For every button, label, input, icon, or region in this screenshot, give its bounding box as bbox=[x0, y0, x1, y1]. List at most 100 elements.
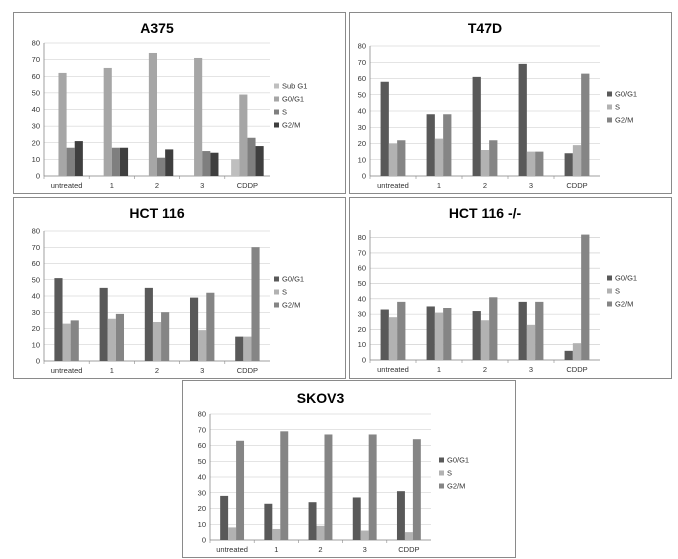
legend-swatch bbox=[274, 289, 279, 295]
bar bbox=[239, 94, 248, 176]
legend-swatch bbox=[439, 457, 444, 463]
bar bbox=[388, 317, 398, 360]
bar bbox=[198, 330, 207, 361]
bar bbox=[62, 323, 71, 361]
y-tick-label: 30 bbox=[358, 123, 366, 132]
y-tick-label: 70 bbox=[32, 243, 40, 252]
bar bbox=[564, 350, 573, 360]
legend-label: G2/M bbox=[282, 121, 300, 130]
legend-swatch bbox=[607, 91, 612, 97]
bar bbox=[272, 528, 281, 540]
bar bbox=[247, 137, 256, 176]
bar bbox=[165, 149, 174, 176]
bar bbox=[564, 153, 573, 176]
y-tick-label: 80 bbox=[32, 227, 40, 236]
x-tick-label: 1 bbox=[110, 181, 114, 190]
legend-swatch bbox=[607, 288, 612, 294]
chart-panel-hct116-knockout: HCT 116 -/- 0 10 20 30 40 50 60 70 80 untreated 1 2 3… bbox=[349, 197, 672, 379]
legend-swatch bbox=[274, 83, 279, 89]
x-tick-label: 3 bbox=[529, 181, 533, 190]
bar bbox=[236, 440, 245, 540]
bar bbox=[228, 527, 237, 540]
y-tick-label: 70 bbox=[32, 55, 40, 64]
bar bbox=[148, 52, 157, 176]
chart-title: A375 bbox=[140, 20, 174, 36]
legend-swatch bbox=[274, 109, 279, 115]
y-tick-label: 80 bbox=[32, 39, 40, 48]
y-tick-label: 80 bbox=[198, 410, 206, 419]
bar bbox=[243, 336, 252, 361]
y-tick-label: 10 bbox=[198, 520, 206, 529]
x-tick-label: 3 bbox=[529, 365, 533, 374]
x-tick-label: 1 bbox=[437, 365, 441, 374]
y-tick-label: 20 bbox=[358, 139, 366, 148]
y-tick-label: 60 bbox=[32, 72, 40, 81]
bar bbox=[380, 309, 389, 360]
y-tick-label: 80 bbox=[358, 233, 366, 242]
x-tick-label: 2 bbox=[318, 545, 322, 554]
legend-label: S bbox=[615, 103, 620, 112]
bar bbox=[535, 151, 544, 176]
legend-label: S bbox=[282, 108, 287, 117]
chart-panel-t47d: T47D 0 10 20 30 40 50 60 70 80 untreated 1 2 3 CDDP G0/… bbox=[349, 12, 672, 194]
bar bbox=[194, 57, 203, 176]
legend-label: G0/G1 bbox=[615, 274, 637, 283]
chart-panel-skov3: SKOV3 0 10 20 30 40 50 60 70 80 untreated 1 2 3 CDDP G0… bbox=[182, 380, 516, 558]
bar bbox=[206, 292, 215, 361]
y-tick-label: 10 bbox=[358, 340, 366, 349]
bar bbox=[388, 143, 398, 176]
bar bbox=[581, 234, 590, 360]
x-tick-label: 3 bbox=[200, 181, 204, 190]
bar bbox=[526, 151, 536, 176]
x-tick-label: 2 bbox=[155, 366, 159, 375]
bar bbox=[489, 297, 498, 360]
x-tick-label: 1 bbox=[110, 366, 114, 375]
y-tick-label: 30 bbox=[358, 310, 366, 319]
x-tick-label: CDDP bbox=[566, 181, 587, 190]
y-tick-label: 10 bbox=[32, 340, 40, 349]
bar bbox=[316, 525, 325, 540]
legend-label: G0/G1 bbox=[615, 90, 637, 99]
legend-swatch bbox=[274, 122, 279, 128]
y-tick-label: 0 bbox=[202, 536, 206, 545]
bar bbox=[518, 301, 527, 360]
bar bbox=[210, 152, 219, 176]
y-tick-label: 60 bbox=[358, 74, 366, 83]
x-tick-label: 2 bbox=[483, 365, 487, 374]
y-tick-label: 40 bbox=[32, 292, 40, 301]
legend-swatch bbox=[274, 96, 279, 102]
bar bbox=[324, 434, 333, 540]
legend-swatch bbox=[439, 470, 444, 476]
y-tick-label: 20 bbox=[32, 138, 40, 147]
legend-label: G2/M bbox=[615, 116, 633, 125]
chart-title: HCT 116 -/- bbox=[449, 205, 522, 221]
legend-swatch bbox=[607, 104, 612, 110]
bar bbox=[396, 491, 405, 540]
y-tick-label: 0 bbox=[36, 357, 40, 366]
bar bbox=[404, 532, 413, 540]
legend-swatch bbox=[274, 276, 279, 282]
y-tick-label: 30 bbox=[32, 122, 40, 131]
bar bbox=[152, 322, 162, 361]
y-tick-label: 40 bbox=[198, 473, 206, 482]
y-tick-label: 50 bbox=[358, 279, 366, 288]
chart-title: HCT 116 bbox=[129, 205, 184, 221]
bar bbox=[107, 318, 116, 361]
bar bbox=[111, 147, 120, 176]
bar bbox=[397, 301, 406, 360]
chart-hct116: HCT 116 0 10 20 30 40 50 60 70 80 untreated 1 2 3 CDDP… bbox=[32, 205, 304, 375]
y-tick-label: 60 bbox=[32, 259, 40, 268]
legend-label: S bbox=[282, 288, 287, 297]
bar bbox=[251, 247, 260, 361]
bar bbox=[443, 308, 452, 360]
y-tick-label: 20 bbox=[32, 324, 40, 333]
bar bbox=[426, 306, 435, 360]
bar bbox=[518, 63, 527, 176]
bar bbox=[202, 151, 211, 176]
y-tick-label: 30 bbox=[198, 488, 206, 497]
x-tick-label: 3 bbox=[200, 366, 204, 375]
y-tick-label: 70 bbox=[198, 425, 206, 434]
y-tick-label: 80 bbox=[358, 42, 366, 51]
bar bbox=[397, 140, 406, 176]
chart-title: T47D bbox=[468, 20, 502, 36]
